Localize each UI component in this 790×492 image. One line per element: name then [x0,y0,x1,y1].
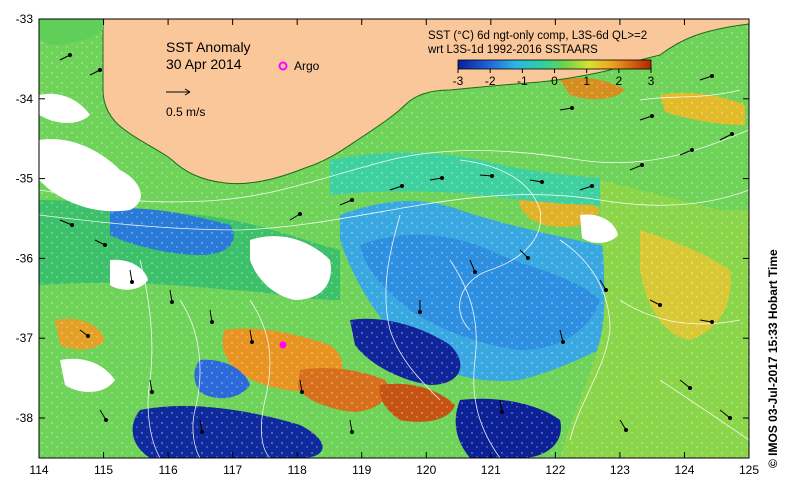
lat-tick-label: -35 [16,172,34,186]
lon-tick-label: 120 [416,463,436,477]
lon-tick-label: 116 [159,463,178,477]
lon-tick-label: 122 [545,463,565,477]
lon-tick-label: 117 [223,463,242,477]
longitude-axis: 114 115 116 117 118 119 120 121 122 123 124 125 [29,19,759,477]
map-title: SST Anomaly [166,39,251,55]
colorbar-tick-label: 1 [583,74,590,88]
lon-tick-label: 118 [288,463,307,477]
lon-tick-label: 123 [610,463,630,477]
lat-tick-label: -34 [16,92,34,106]
argo-legend-icon [278,61,288,71]
velocity-scale-label: 0.5 m/s [166,105,205,119]
colorbar-tick-label: 2 [615,74,622,88]
colorbar-tick-label: 3 [648,74,655,88]
colorbar [457,59,652,70]
colorbar-tick-label: 0 [551,74,558,88]
streamlines [39,89,749,458]
lat-tick-label: -38 [16,411,34,425]
sst-field [39,19,749,458]
lon-tick-label: 119 [352,463,371,477]
map-date: 30 Apr 2014 [166,56,242,72]
latitude-axis: -33-34-35-36-37-38 [16,12,749,425]
credit-text: © IMOS 03-Jul-2017 15:33 Hobart Time [766,249,780,468]
lon-tick-label: 115 [94,463,113,477]
plot-frame [38,18,750,459]
velocity-arrows [59,53,734,434]
argo-float-marker [279,341,287,349]
colorbar-tick-label: -1 [517,74,528,88]
lon-tick-label: 114 [29,463,48,477]
colorbar-ticks: -3 -2 -1 0 1 2 3 [453,69,655,88]
colorbar-tick-label: -3 [453,74,464,88]
lon-tick-label: 125 [739,463,759,477]
colorbar-tick-label: -2 [485,74,496,88]
argo-legend-label: Argo [294,59,320,73]
lat-tick-label: -37 [16,331,34,345]
lon-tick-label: 124 [674,463,694,477]
lat-tick-label: -36 [16,251,34,265]
lat-tick-label: -33 [16,12,34,26]
lon-tick-label: 121 [481,463,501,477]
velocity-scale-arrow-icon [166,88,191,96]
colorbar-title-1: SST (°C) 6d ngt-only comp, L3S-6d QL>=2 [428,30,647,42]
colorbar-title-2: wrt L3S-1d 1992-2016 SSTAARS [427,44,598,56]
